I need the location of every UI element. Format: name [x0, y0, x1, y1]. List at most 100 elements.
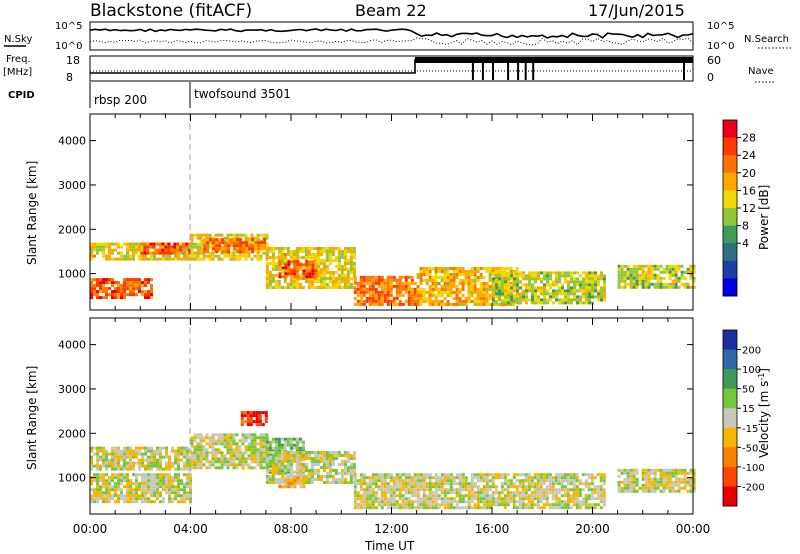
heatmap-cell [389, 488, 393, 492]
heatmap-cell [126, 278, 129, 282]
heatmap-cell [674, 483, 678, 487]
heatmap-cell [296, 476, 300, 480]
heatmap-cell [352, 454, 356, 457]
heatmap-cell [256, 254, 260, 258]
heatmap-cell [159, 461, 162, 465]
heatmap-cell [570, 280, 573, 284]
heatmap-cell [476, 267, 480, 270]
heatmap-cell [546, 301, 549, 305]
heatmap-cell [255, 411, 259, 415]
x-tick-labels: 00:00 04:00 08:00 12:00 16:00 20:00 00:00 [73, 522, 711, 536]
heatmap-cell [90, 488, 93, 492]
heatmap-cell [416, 300, 420, 303]
heatmap-cell [286, 286, 290, 289]
heatmap-cell [167, 251, 171, 255]
heatmap-cell [227, 247, 231, 251]
heatmap-cell [262, 436, 266, 440]
heatmap-cell [346, 268, 350, 271]
heatmap-cell [588, 292, 591, 296]
heatmap-cell [359, 290, 363, 294]
colorbar-tick-label: 28 [742, 132, 756, 145]
heatmap-cell [205, 451, 209, 455]
heatmap-cell [594, 286, 597, 290]
heatmap-cell [271, 457, 275, 460]
heatmap-cell [251, 238, 255, 242]
heatmap-cell [108, 482, 111, 486]
heatmap-cell [114, 458, 117, 462]
heatmap-cell [235, 463, 239, 467]
heatmap-cell [380, 278, 384, 282]
heatmap-cell [389, 491, 393, 495]
heatmap-cell [626, 267, 630, 271]
heatmap-cell [458, 482, 462, 486]
heatmap-cell [158, 242, 162, 246]
heatmap-cell [99, 458, 102, 462]
heatmap-cell [362, 287, 366, 291]
heatmap-cell [500, 497, 504, 501]
heatmap-cell [144, 296, 147, 300]
heatmap-cell [235, 454, 239, 458]
heatmap-cell [425, 503, 429, 507]
heatmap-cell [256, 442, 260, 446]
heatmap-cell [503, 276, 507, 279]
heatmap-cell [232, 454, 236, 458]
heatmap-cell [241, 457, 245, 461]
heatmap-cell [365, 488, 369, 492]
heatmap-cell [644, 474, 648, 478]
heatmap-cell [153, 488, 156, 492]
heatmap-cell [404, 491, 408, 495]
heatmap-cell [527, 506, 531, 510]
heatmap-cell [241, 233, 245, 237]
heatmap-cell [585, 289, 588, 293]
heatmap-cell [322, 460, 326, 463]
heatmap-cell [452, 267, 456, 270]
heatmap-cell [392, 491, 396, 495]
heatmap-cell [328, 256, 332, 259]
heatmap-cell [280, 475, 284, 478]
heatmap-cell [479, 276, 483, 279]
heatmap-cell [212, 247, 216, 251]
heatmap-cell [572, 476, 576, 480]
heatmap-cell [138, 473, 141, 477]
heatmap-cell [467, 270, 471, 273]
heatmap-cell [211, 451, 215, 455]
heatmap-cell [259, 433, 263, 437]
heatmap-cell [671, 474, 675, 478]
heatmap-cell [298, 451, 302, 454]
heatmap-cell [371, 503, 375, 507]
heatmap-cell [476, 494, 480, 498]
x-tick-label: 00:00 [676, 522, 711, 536]
heatmap-cell [105, 449, 108, 453]
heatmap-cell [641, 489, 645, 493]
heatmap-cell [176, 242, 180, 246]
heatmap-cell [211, 439, 215, 443]
heatmap-cell [422, 267, 426, 270]
heatmap-cell [265, 280, 269, 283]
heatmap-cell [105, 473, 108, 477]
heatmap-cell [138, 278, 141, 282]
heatmap-cell [507, 289, 510, 293]
y-tick-label: 1000 [58, 268, 86, 281]
heatmap-cell [575, 497, 579, 501]
heatmap-cell [515, 491, 519, 495]
heatmap-cell [268, 271, 272, 274]
heatmap-cell [470, 476, 474, 480]
heatmap-cell [395, 503, 399, 507]
heatmap-cell [419, 267, 423, 270]
freq-spike [507, 57, 510, 80]
heatmap-cell [575, 476, 579, 480]
heatmap-cell [413, 494, 417, 498]
heatmap-cell [401, 302, 405, 306]
heatmap-cell [389, 290, 393, 294]
heatmap-cell [147, 461, 150, 465]
heatmap-cell [371, 497, 375, 501]
heatmap-cell [126, 467, 129, 471]
heatmap-cell [230, 241, 234, 245]
heatmap-cell [488, 294, 492, 297]
heatmap-cell [578, 500, 582, 504]
heatmap-cell [590, 488, 594, 492]
velocity-data [90, 411, 696, 510]
heatmap-cell [208, 254, 212, 258]
heatmap-cell [280, 467, 284, 471]
heatmap-cell [492, 301, 495, 305]
